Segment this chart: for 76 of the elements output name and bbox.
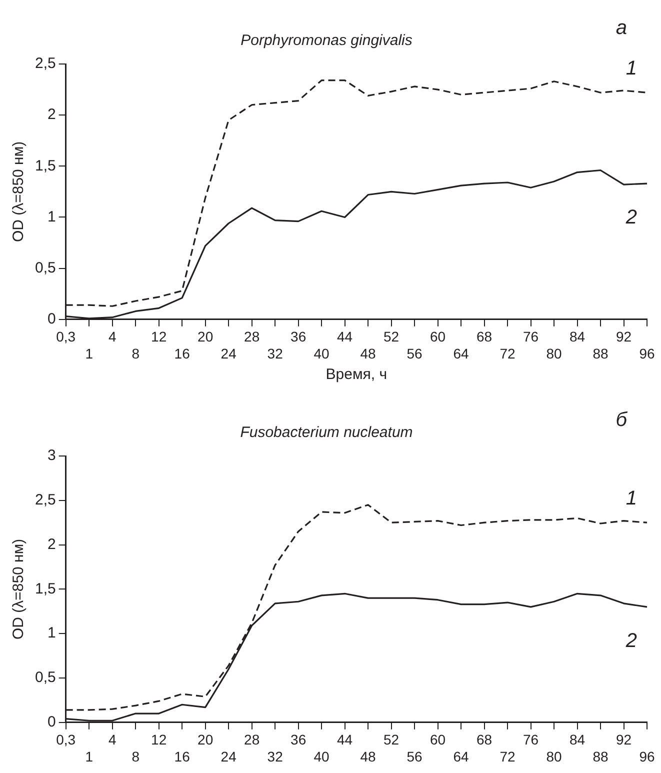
x-tick-label: 84 <box>569 732 586 748</box>
x-tick-label: 60 <box>430 732 446 748</box>
series-label: 2 <box>624 630 637 652</box>
text: б <box>616 409 628 431</box>
x-tick-label: 36 <box>290 732 306 748</box>
x-tick-label: 88 <box>592 345 609 362</box>
x-tick-label: 60 <box>430 328 446 345</box>
series-label: 1 <box>626 58 637 80</box>
x-tick-label: 92 <box>616 732 632 748</box>
x-tick-label: 48 <box>360 345 376 362</box>
text: а <box>616 17 627 39</box>
x-tick-label: 36 <box>290 328 306 345</box>
x-tick-label: 20 <box>198 328 214 345</box>
series-label: 1 <box>626 488 637 510</box>
x-tick-label: 1 <box>85 345 94 362</box>
y-tick-label: 3 <box>48 447 56 464</box>
y-tick-label: 2,5 <box>34 492 56 509</box>
y-axis-title: OD (λ=850 нм) <box>10 538 28 640</box>
x-tick-label: 96 <box>639 748 655 764</box>
x-tick-label: 1 <box>85 748 94 764</box>
x-tick-label: 8 <box>132 345 140 362</box>
series-label: 2 <box>624 206 637 229</box>
y-tick-label: 2,5 <box>34 55 56 72</box>
x-tick-label: 76 <box>522 328 539 345</box>
x-tick-label: 16 <box>174 748 190 764</box>
x-tick-label: 68 <box>476 732 492 748</box>
y-tick-label: 0,5 <box>34 669 56 686</box>
x-tick-label: 28 <box>244 732 260 748</box>
x-tick-label: 0,3 <box>56 732 76 748</box>
chart-title: Fusobacterium nucleatum <box>240 424 413 442</box>
x-tick-label: 28 <box>244 328 260 345</box>
y-tick-label: 1 <box>48 208 56 226</box>
y-tick-label: 1,5 <box>34 580 56 598</box>
x-tick-label: 80 <box>546 345 562 362</box>
x-tick-label: 64 <box>453 345 470 362</box>
x-tick-label: 88 <box>592 748 609 764</box>
y-tick-label: 0 <box>48 310 56 328</box>
x-tick-label: 44 <box>337 732 353 748</box>
x-tick-label: 44 <box>337 328 353 345</box>
x-axis-title: Время, ч <box>326 366 388 384</box>
x-tick-label: 96 <box>639 345 655 362</box>
x-tick-label: 76 <box>522 732 539 748</box>
x-tick-label: 68 <box>476 328 492 345</box>
x-tick-label: 20 <box>198 732 214 748</box>
x-tick-label: 56 <box>406 748 423 764</box>
x-tick-label: 92 <box>616 328 632 345</box>
x-tick-label: 16 <box>174 345 190 362</box>
y-axis-title: OD (λ=850 нм) <box>10 141 28 242</box>
x-tick-label: 0,3 <box>56 328 76 345</box>
x-tick-label: 72 <box>500 345 516 362</box>
x-tick-label: 12 <box>151 732 167 748</box>
y-tick-label: 2 <box>48 106 56 124</box>
y-tick-label: 2 <box>48 536 56 553</box>
y-tick-label: 0 <box>48 714 56 731</box>
x-tick-label: 80 <box>546 748 562 764</box>
x-tick-label: 24 <box>220 345 237 362</box>
chart-title: Porphyromonas gingivalis <box>240 32 413 50</box>
x-tick-label: 56 <box>406 345 423 362</box>
x-tick-label: 52 <box>384 328 400 345</box>
x-tick-label: 64 <box>453 748 470 764</box>
x-tick-label: 8 <box>132 748 140 764</box>
x-tick-label: 72 <box>500 748 516 764</box>
y-tick-label: 1,5 <box>34 157 56 174</box>
x-tick-label: 40 <box>314 345 330 362</box>
y-tick-label: 0,5 <box>34 259 56 276</box>
x-tick-label: 32 <box>267 748 284 764</box>
x-tick-label: 32 <box>267 345 284 362</box>
x-tick-label: 12 <box>151 328 167 345</box>
x-tick-label: 48 <box>360 748 376 764</box>
x-tick-label: 84 <box>569 328 586 345</box>
x-tick-label: 40 <box>314 748 330 764</box>
x-tick-label: 4 <box>108 732 116 748</box>
x-tick-label: 4 <box>108 328 116 345</box>
y-tick-label: 1 <box>48 624 56 642</box>
x-tick-label: 52 <box>384 732 400 748</box>
x-tick-label: 24 <box>220 748 237 764</box>
